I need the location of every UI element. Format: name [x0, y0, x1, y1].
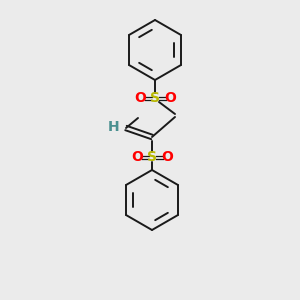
Text: O: O — [131, 150, 143, 164]
Text: O: O — [134, 91, 146, 105]
Text: S: S — [147, 150, 157, 164]
Text: O: O — [164, 91, 176, 105]
Text: S: S — [150, 91, 160, 105]
Text: H: H — [108, 120, 120, 134]
Text: O: O — [161, 150, 173, 164]
